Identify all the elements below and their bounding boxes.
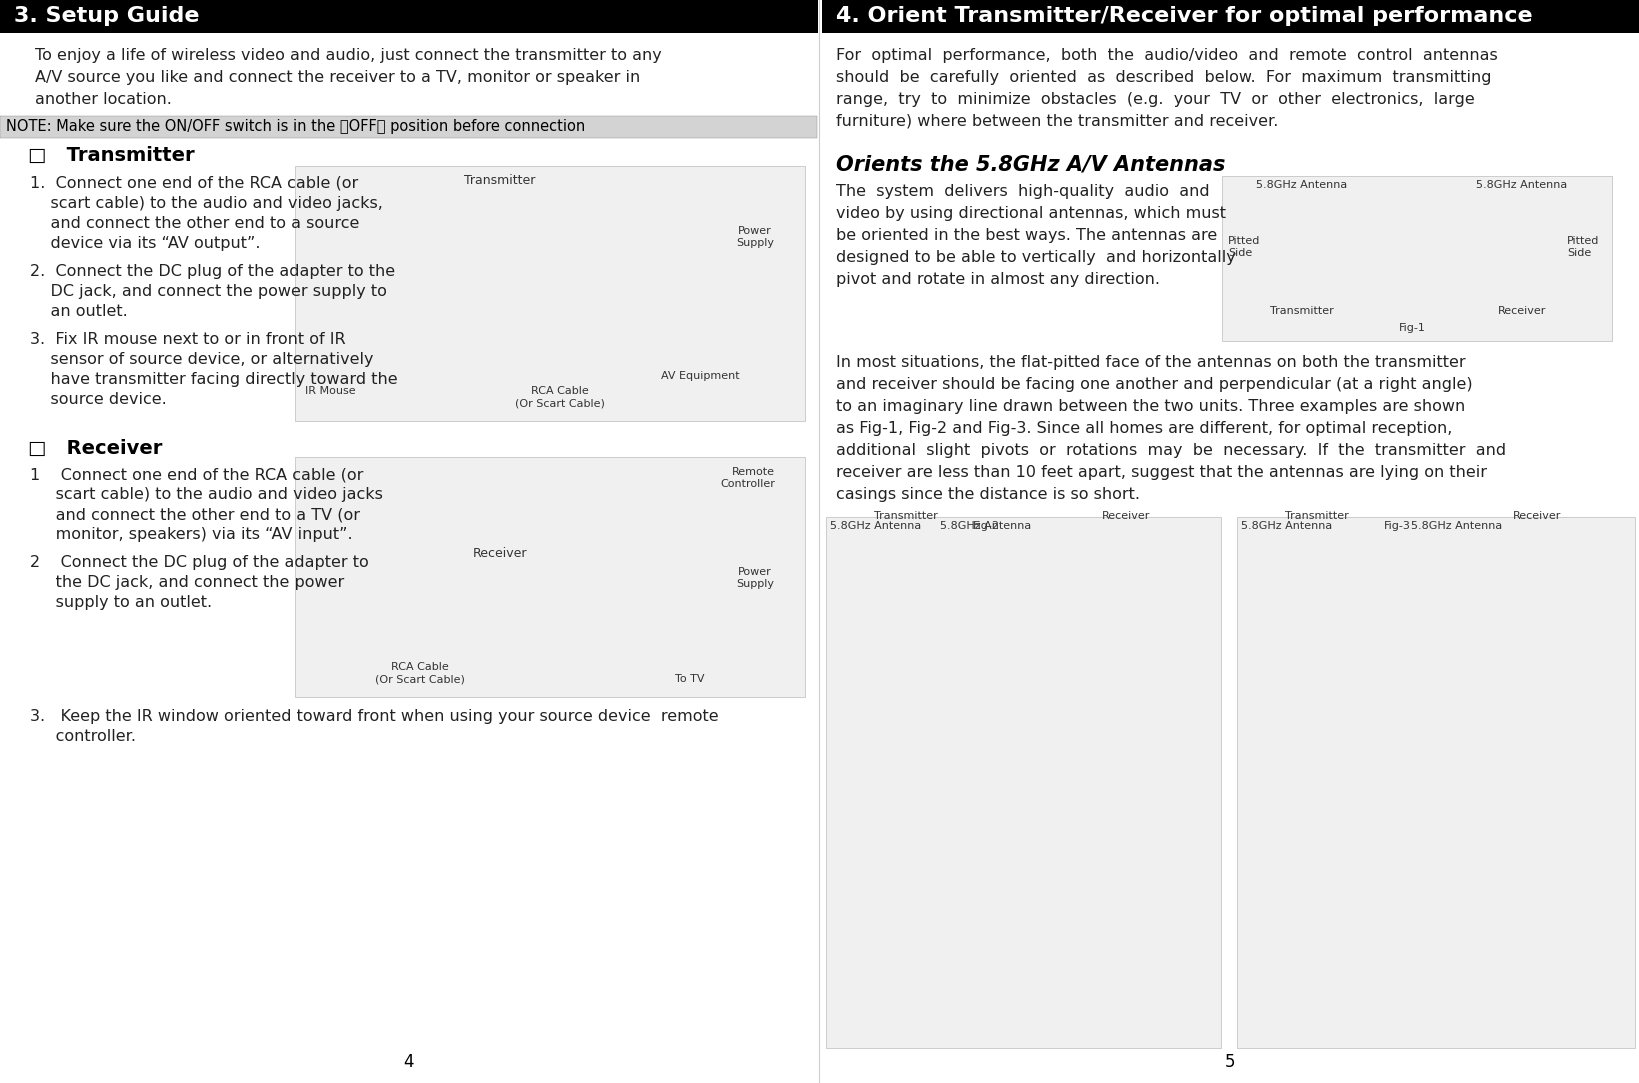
Text: Fig-3: Fig-3 (1383, 521, 1411, 531)
Text: Receiver: Receiver (1101, 511, 1151, 521)
Text: 2    Connect the DC plug of the adapter to: 2 Connect the DC plug of the adapter to (30, 554, 369, 570)
Text: another location.: another location. (34, 92, 172, 107)
Text: Remote: Remote (733, 467, 775, 477)
Text: and connect the other end to a source: and connect the other end to a source (30, 216, 359, 231)
Bar (0, 116, 816, 138)
Text: 5.8GHz Antenna: 5.8GHz Antenna (1241, 521, 1333, 531)
Text: □   Receiver: □ Receiver (28, 439, 162, 458)
Text: device via its “AV output”.: device via its “AV output”. (30, 236, 261, 251)
Text: Power: Power (738, 567, 772, 577)
Text: (Or Scart Cable): (Or Scart Cable) (375, 674, 465, 684)
Bar (295, 166, 805, 421)
Text: furniture) where between the transmitter and receiver.: furniture) where between the transmitter… (836, 114, 1278, 129)
Text: casings since the distance is so short.: casings since the distance is so short. (836, 487, 1141, 503)
Text: monitor, speakers) via its “AV input”.: monitor, speakers) via its “AV input”. (30, 527, 352, 542)
Text: A/V source you like and connect the receiver to a TV, monitor or speaker in: A/V source you like and connect the rece… (34, 70, 641, 84)
Text: Orients the 5.8GHz A/V Antennas: Orients the 5.8GHz A/V Antennas (836, 154, 1226, 174)
Text: Supply: Supply (736, 238, 774, 248)
Text: additional  slight  pivots  or  rotations  may  be  necessary.  If  the  transmi: additional slight pivots or rotations ma… (836, 443, 1506, 458)
Text: Fig-1: Fig-1 (1398, 323, 1426, 332)
Text: as Fig-1, Fig-2 and Fig-3. Since all homes are different, for optimal reception,: as Fig-1, Fig-2 and Fig-3. Since all hom… (836, 421, 1452, 436)
Text: controller.: controller. (30, 729, 136, 744)
Bar (823, 0, 1639, 32)
Text: an outlet.: an outlet. (30, 304, 128, 319)
Text: Receiver: Receiver (472, 547, 528, 560)
Text: AV Equipment: AV Equipment (662, 371, 739, 381)
Text: to an imaginary line drawn between the two units. Three examples are shown: to an imaginary line drawn between the t… (836, 399, 1465, 414)
Text: Transmitter: Transmitter (464, 174, 536, 187)
Text: supply to an outlet.: supply to an outlet. (30, 595, 211, 610)
Text: Transmitter: Transmitter (1270, 306, 1334, 316)
Text: Pitted: Pitted (1567, 236, 1600, 246)
Text: In most situations, the flat-pitted face of the antennas on both the transmitter: In most situations, the flat-pitted face… (836, 355, 1465, 370)
Text: scart cable) to the audio and video jacks,: scart cable) to the audio and video jack… (30, 196, 384, 211)
Text: □   Transmitter: □ Transmitter (28, 146, 195, 165)
Text: sensor of source device, or alternatively: sensor of source device, or alternativel… (30, 352, 374, 367)
Text: Supply: Supply (736, 579, 774, 589)
Text: be oriented in the best ways. The antennas are: be oriented in the best ways. The antenn… (836, 229, 1218, 243)
Bar (826, 517, 1221, 1048)
Text: The  system  delivers  high-quality  audio  and: The system delivers high-quality audio a… (836, 184, 1210, 199)
Text: 5.8GHz Antenna: 5.8GHz Antenna (1411, 521, 1503, 531)
Text: (Or Scart Cable): (Or Scart Cable) (515, 397, 605, 408)
Text: 5.8GHz Antenna: 5.8GHz Antenna (1477, 180, 1567, 190)
Text: IR Mouse: IR Mouse (305, 386, 356, 396)
Text: To enjoy a life of wireless video and audio, just connect the transmitter to any: To enjoy a life of wireless video and au… (34, 48, 662, 63)
Text: RCA Cable: RCA Cable (392, 662, 449, 671)
Text: have transmitter facing directly toward the: have transmitter facing directly toward … (30, 371, 398, 387)
Text: 3.   Keep the IR window oriented toward front when using your source device  rem: 3. Keep the IR window oriented toward fr… (30, 709, 718, 725)
Text: the DC jack, and connect the power: the DC jack, and connect the power (30, 575, 344, 590)
Text: video by using directional antennas, which must: video by using directional antennas, whi… (836, 206, 1226, 221)
Text: Transmitter: Transmitter (1285, 511, 1349, 521)
Text: 4: 4 (403, 1053, 415, 1071)
Text: source device.: source device. (30, 392, 167, 407)
Text: Receiver: Receiver (1498, 306, 1546, 316)
Text: DC jack, and connect the power supply to: DC jack, and connect the power supply to (30, 284, 387, 299)
Text: Power: Power (738, 226, 772, 236)
Text: For  optimal  performance,  both  the  audio/video  and  remote  control  antenn: For optimal performance, both the audio/… (836, 48, 1498, 63)
Text: To TV: To TV (675, 674, 705, 684)
Text: Side: Side (1567, 248, 1591, 258)
Text: and connect the other end to a TV (or: and connect the other end to a TV (or (30, 507, 361, 522)
Bar (1223, 177, 1613, 341)
Text: Controller: Controller (720, 479, 775, 490)
Text: 1.  Connect one end of the RCA cable (or: 1. Connect one end of the RCA cable (or (30, 177, 359, 191)
Text: NOTE: Make sure the ON/OFF switch is in the 「OFF」 position before connection: NOTE: Make sure the ON/OFF switch is in … (7, 119, 585, 134)
Text: 5.8GHz Antenna: 5.8GHz Antenna (1257, 180, 1347, 190)
Text: Side: Side (1228, 248, 1252, 258)
Text: 3. Setup Guide: 3. Setup Guide (15, 6, 200, 26)
Text: 5.8GHz Antenna: 5.8GHz Antenna (829, 521, 921, 531)
Text: Transmitter: Transmitter (874, 511, 938, 521)
Text: designed to be able to vertically  and horizontally: designed to be able to vertically and ho… (836, 250, 1236, 265)
Text: 3.  Fix IR mouse next to or in front of IR: 3. Fix IR mouse next to or in front of I… (30, 332, 346, 347)
Text: receiver are less than 10 feet apart, suggest that the antennas are lying on the: receiver are less than 10 feet apart, su… (836, 465, 1487, 480)
Text: Fig-2: Fig-2 (972, 521, 1000, 531)
Text: RCA Cable: RCA Cable (531, 386, 588, 396)
Text: and receiver should be facing one another and perpendicular (at a right angle): and receiver should be facing one anothe… (836, 377, 1472, 392)
Bar (0, 0, 818, 32)
Text: Pitted: Pitted (1228, 236, 1260, 246)
Text: 2.  Connect the DC plug of the adapter to the: 2. Connect the DC plug of the adapter to… (30, 264, 395, 279)
Text: 1    Connect one end of the RCA cable (or: 1 Connect one end of the RCA cable (or (30, 467, 364, 482)
Text: 5.8GHz Antenna: 5.8GHz Antenna (941, 521, 1031, 531)
Text: pivot and rotate in almost any direction.: pivot and rotate in almost any direction… (836, 272, 1160, 287)
Bar (1237, 517, 1636, 1048)
Text: 4. Orient Transmitter/Receiver for optimal performance: 4. Orient Transmitter/Receiver for optim… (836, 6, 1532, 26)
Bar (295, 457, 805, 697)
Text: should  be  carefully  oriented  as  described  below.  For  maximum  transmitti: should be carefully oriented as describe… (836, 70, 1491, 84)
Text: 5: 5 (1224, 1053, 1236, 1071)
Text: scart cable) to the audio and video jacks: scart cable) to the audio and video jack… (30, 487, 384, 503)
Text: Receiver: Receiver (1513, 511, 1562, 521)
Text: range,  try  to  minimize  obstacles  (e.g.  your  TV  or  other  electronics,  : range, try to minimize obstacles (e.g. y… (836, 92, 1475, 107)
